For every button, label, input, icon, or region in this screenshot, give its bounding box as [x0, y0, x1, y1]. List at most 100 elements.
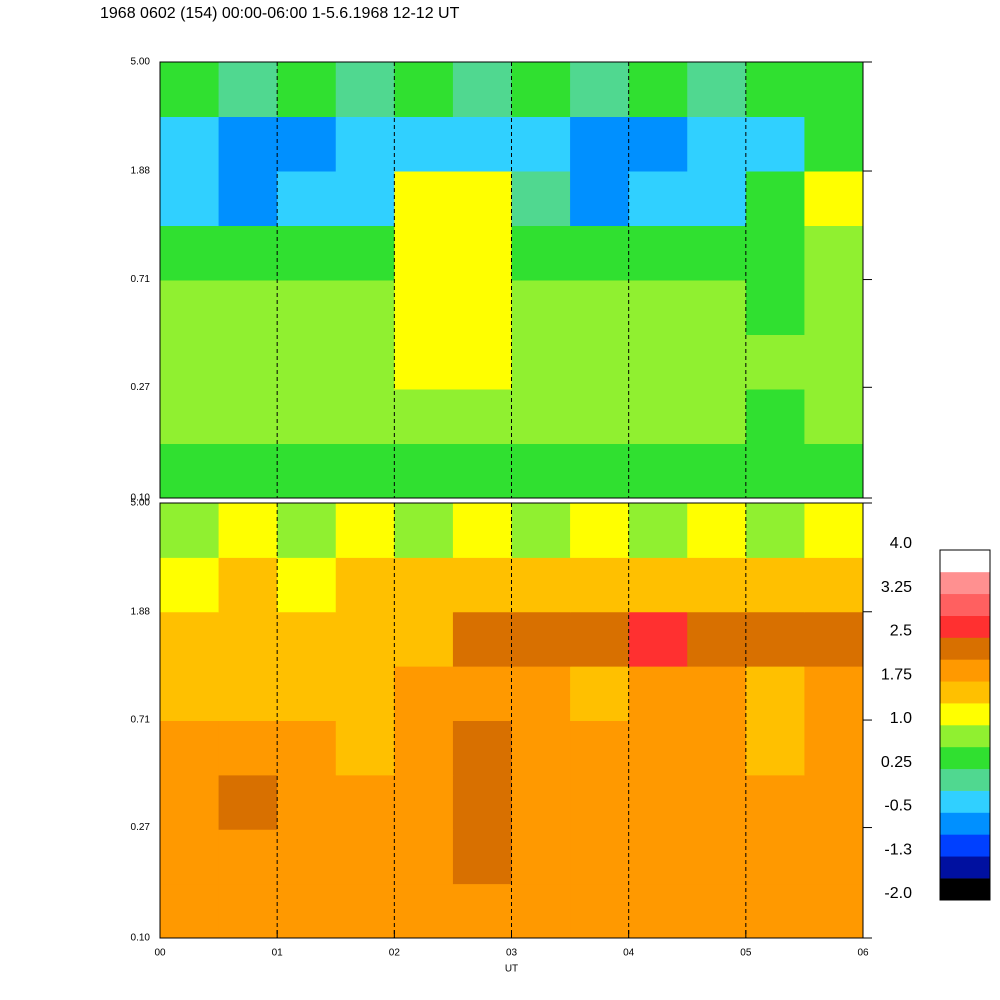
colorbar-swatch	[940, 725, 990, 748]
heat-cell	[160, 280, 220, 335]
heat-cell	[277, 720, 337, 776]
heat-cell	[628, 666, 688, 721]
heat-cell	[628, 171, 688, 226]
colorbar-label: 4.0	[890, 535, 912, 552]
heat-cell	[745, 225, 805, 281]
heat-cell	[687, 116, 747, 172]
heat-cell	[511, 611, 571, 667]
colorbar-label: 2.5	[890, 623, 912, 640]
heat-cell	[570, 666, 630, 721]
heat-cell	[687, 666, 747, 721]
heat-cell	[687, 883, 747, 939]
heat-cell	[394, 116, 454, 172]
heat-cell	[335, 611, 395, 667]
heat-cell	[511, 774, 571, 830]
heat-cell	[277, 666, 337, 721]
heat-cell	[745, 774, 805, 830]
colorbar-label: 1.0	[890, 710, 912, 727]
heat-cell	[218, 720, 278, 776]
colorbar-swatch	[940, 856, 990, 879]
heat-cell	[160, 225, 220, 281]
heat-cell	[394, 334, 454, 390]
heat-cell	[218, 280, 278, 335]
heat-cell	[394, 774, 454, 830]
heat-cell	[511, 503, 571, 558]
heat-cell	[218, 171, 278, 226]
heat-cell	[218, 883, 278, 939]
heat-cell	[335, 774, 395, 830]
heat-cell	[452, 720, 512, 776]
heat-cell	[335, 666, 395, 721]
heat-cell	[804, 829, 864, 885]
heat-cell	[804, 443, 864, 499]
heat-cell	[628, 883, 688, 939]
heat-cell	[570, 503, 630, 558]
heat-cell	[687, 171, 747, 226]
title: 1968 0602 (154) 00:00-06:00 1-5.6.1968 1…	[100, 5, 460, 22]
heat-cell	[335, 720, 395, 776]
heat-cell	[218, 225, 278, 281]
heat-cell	[628, 774, 688, 830]
y-tick-label: 0.27	[131, 382, 151, 393]
heat-cell	[804, 171, 864, 226]
heat-cell	[277, 829, 337, 885]
colorbar-swatch	[940, 878, 990, 901]
heat-cell	[452, 225, 512, 281]
colorbar-swatch	[940, 659, 990, 682]
heat-cell	[804, 774, 864, 830]
heat-cell	[218, 389, 278, 444]
heat-cell	[218, 666, 278, 721]
heat-cell	[452, 557, 512, 613]
heat-cell	[628, 829, 688, 885]
heat-cell	[745, 557, 805, 613]
colorbar-swatch	[940, 571, 990, 595]
heat-cell	[570, 774, 630, 830]
heat-cell	[394, 883, 454, 939]
heat-cell	[687, 225, 747, 281]
y-tick-label: 1.88	[131, 166, 151, 177]
heat-cell	[452, 829, 512, 885]
heat-cell	[745, 171, 805, 226]
heat-cell	[745, 443, 805, 499]
y-tick-label: 0.27	[131, 822, 151, 833]
heat-cell	[570, 443, 630, 499]
heat-cell	[394, 389, 454, 444]
heat-cell	[687, 389, 747, 444]
heat-cell	[570, 280, 630, 335]
colorbar-swatch	[940, 550, 990, 573]
heat-cell	[804, 503, 864, 558]
heat-cell	[804, 225, 864, 281]
heat-cell	[745, 720, 805, 776]
heat-cell	[277, 774, 337, 830]
heat-cell	[745, 503, 805, 558]
y-tick-label: 0.10	[131, 493, 151, 504]
heat-cell	[160, 171, 220, 226]
heat-cell	[452, 666, 512, 721]
colorbar-label: -0.5	[884, 798, 912, 815]
x-label: UT	[505, 964, 518, 975]
heat-cell	[804, 62, 864, 117]
heat-cell	[687, 829, 747, 885]
heat-cell	[745, 666, 805, 721]
heat-cell	[277, 280, 337, 335]
heat-cell	[277, 62, 337, 117]
heat-cell	[570, 389, 630, 444]
colorbar-label: 3.25	[881, 579, 912, 596]
heat-cell	[511, 116, 571, 172]
heat-cell	[511, 225, 571, 281]
heat-cell	[277, 503, 337, 558]
heat-cell	[745, 883, 805, 939]
heat-cell	[160, 389, 220, 444]
heat-cell	[218, 334, 278, 390]
colorbar-label: -2.0	[884, 885, 912, 902]
heat-cell	[394, 62, 454, 117]
heat-cell	[335, 171, 395, 226]
heat-cell	[394, 720, 454, 776]
heat-cell	[335, 503, 395, 558]
heat-cell	[160, 443, 220, 499]
colorbar-label: -1.3	[884, 841, 912, 858]
x-tick-label: 01	[272, 948, 284, 959]
heat-cell	[277, 334, 337, 390]
heat-cell	[160, 503, 220, 558]
